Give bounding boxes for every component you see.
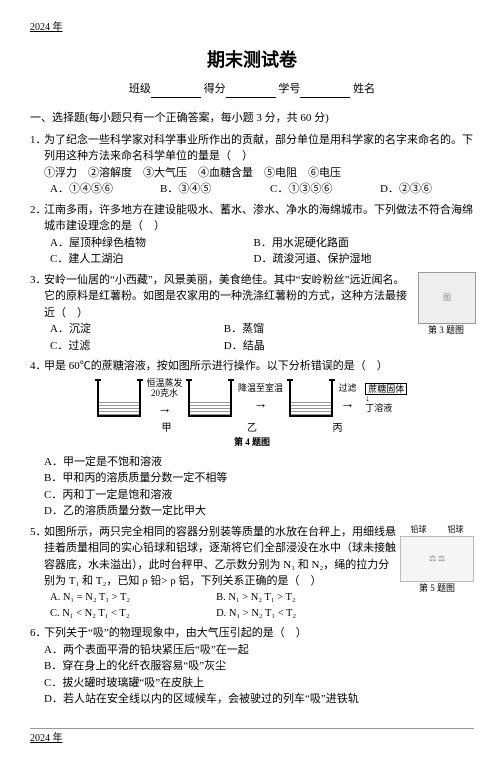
question-6: 6． 下列关于“吸”的物理现象中，由大气压引起的是（ ） A．两个表面平滑的铅块… [30, 625, 474, 708]
q5-image: ⚖ ⚖ [400, 536, 474, 582]
lbl-yi: 乙 [230, 421, 274, 436]
question-3: 图 第 3 题图 3． 安岭一仙居的“小西藏”，风景美丽，美食绝佳。其中“安岭粉… [30, 272, 474, 355]
q1-opt-d[interactable]: D．②③⑥ [380, 181, 460, 198]
q4-opt-c[interactable]: C．丙和丁一定是饱和溶液 [30, 487, 474, 504]
arrow-2: 降温至室温 → [238, 384, 283, 415]
section-1-heading: 一、选择题(每小题只有一个正确答案，每小题 3 分，共 60 分) [30, 110, 474, 128]
q1-options: A．①④⑤⑥ B．③④⑤ C．①③⑤⑥ D．②③⑥ [30, 181, 474, 198]
q4-caption: 第 4 题图 [30, 436, 474, 450]
q6-num: 6． [30, 625, 47, 642]
class-label: 班级 [129, 83, 151, 95]
q4-opt-d[interactable]: D．乙的溶质质量分数一定比甲大 [30, 503, 474, 520]
id-label: 学号 [278, 83, 300, 95]
q5-num: 5． [30, 524, 47, 541]
q1-num: 1． [30, 132, 47, 149]
q4-text: 甲是 60℃的蔗糖溶液，按如图所示进行操作。以下分析错误的是（ ） [30, 358, 474, 375]
q3-caption: 第 3 题图 [418, 324, 474, 338]
q5-lbl-alum: 铝球 [448, 524, 464, 536]
q2-opt-a[interactable]: A．屋顶种绿色植物 [50, 235, 254, 252]
q2-opt-b[interactable]: B．用水泥硬化路面 [254, 235, 458, 252]
q1-items: ①浮力 ②溶解度 ③大气压 ④血糖含量 ⑤电阻 ⑥电压 [30, 165, 474, 182]
beaker-jia [97, 381, 141, 417]
q3-image: 图 [418, 272, 476, 324]
q3-opt-b[interactable]: B．蒸馏 [224, 321, 398, 338]
q6-opt-d[interactable]: D．若人站在安全线以内的区域候车，会被驶过的列车“吸”进铁轨 [30, 691, 474, 708]
arrow-3: 过滤 → [339, 384, 357, 415]
q5-opt-a[interactable]: A. N₁ = N₂ T₁ > T₂ [50, 590, 216, 606]
q5-options: A. N₁ = N₂ T₁ > T₂ B. N₁ > N₂ T₁ > T₂ C.… [30, 590, 396, 622]
q3-opt-a[interactable]: A．沉淀 [50, 321, 224, 338]
q2-opt-d[interactable]: D．疏浚河道、保护湿地 [254, 251, 458, 268]
q3-options: A．沉淀 B．蒸馏 C．过滤 D．结晶 [30, 321, 412, 354]
footer-year: 2024 年 [30, 728, 474, 747]
q1-text: 为了纪念一些科学家对科学事业所作出的贡献，部分单位是用科学家的名字来命名的。下列… [30, 132, 474, 165]
q3-figure: 图 第 3 题图 [418, 272, 474, 338]
q5-opt-d[interactable]: D. N₁ > N₂ T₁ < T₂ [216, 606, 382, 622]
q6-opt-c[interactable]: C．拔火罐时玻璃罐“吸”在皮肤上 [30, 675, 474, 692]
id-blank[interactable] [300, 85, 350, 98]
score-label: 得分 [204, 83, 226, 95]
q2-text: 江南多雨，许多地方在建设能吸水、蓄水、渗水、净水的海绵城市。下列做法不符合海绵城… [30, 202, 474, 235]
year-header: 2024 年 [30, 20, 474, 36]
split-outputs: 蔗糖固体 ↓ 丁溶液 [365, 385, 407, 415]
q5-caption: 第 5 题图 [400, 582, 474, 596]
lbl-bing: 丙 [316, 421, 360, 436]
q5-figure: 铅球 铝球 ⚖ ⚖ 第 5 题图 [400, 524, 474, 596]
q6-text: 下列关于“吸”的物理现象中，由大气压引起的是（ ） [30, 625, 474, 642]
q3-num: 3． [30, 272, 47, 289]
score-blank[interactable] [226, 85, 276, 98]
q4-figure: 恒温蒸发 20克水 → 降温至室温 → 过滤 → 蔗糖固体 ↓ 丁溶液 甲 [30, 379, 474, 450]
question-5: 铅球 铝球 ⚖ ⚖ 第 5 题图 5． 如图所示，两只完全相同的容器分别装等质量… [30, 524, 474, 622]
q5-opt-c[interactable]: C. N₁ < N₂ T₁ < T₂ [50, 606, 216, 622]
question-1: 1． 为了纪念一些科学家对科学事业所作出的贡献，部分单位是用科学家的名字来命名的… [30, 132, 474, 198]
name-label: 姓名 [353, 83, 375, 95]
page-title: 期末测试卷 [30, 46, 474, 75]
q5-opt-b[interactable]: B. N₁ > N₂ T₁ > T₂ [216, 590, 382, 606]
arrow-1: 恒温蒸发 20克水 → [146, 379, 182, 420]
q2-opt-c[interactable]: C．建人工湖泊 [50, 251, 254, 268]
info-line: 班级 得分 学号 姓名 [30, 81, 474, 99]
beaker-bing [289, 381, 333, 417]
question-2: 2． 江南多雨，许多地方在建设能吸水、蓄水、渗水、净水的海绵城市。下列做法不符合… [30, 202, 474, 268]
q2-options: A．屋顶种绿色植物 B．用水泥硬化路面 C．建人工湖泊 D．疏浚河道、保护湿地 [30, 235, 474, 268]
q3-opt-c[interactable]: C．过滤 [50, 338, 224, 355]
q6-opt-b[interactable]: B．穿在身上的化纤衣服容易“吸”灰尘 [30, 658, 474, 675]
q1-opt-c[interactable]: C．①③⑤⑥ [270, 181, 350, 198]
q2-num: 2． [30, 202, 47, 219]
q5-lbl-lead: 铅球 [411, 524, 427, 536]
class-blank[interactable] [151, 85, 201, 98]
q3-opt-d[interactable]: D．结晶 [224, 338, 398, 355]
q4-num: 4． [30, 358, 47, 375]
q1-opt-b[interactable]: B．③④⑤ [160, 181, 240, 198]
beaker-yi [188, 381, 232, 417]
q4-opt-b[interactable]: B．甲和丙的溶质质量分数一定不相等 [30, 470, 474, 487]
q4-opt-a[interactable]: A．甲一定是不饱和溶液 [30, 454, 474, 471]
q6-opt-a[interactable]: A．两个表面平滑的铅块紧压后“吸”在一起 [30, 642, 474, 659]
question-4: 4． 甲是 60℃的蔗糖溶液，按如图所示进行操作。以下分析错误的是（ ） 恒温蒸… [30, 358, 474, 519]
lbl-jia: 甲 [145, 421, 189, 436]
q1-opt-a[interactable]: A．①④⑤⑥ [50, 181, 130, 198]
q3-text: 安岭一仙居的“小西藏”，风景美丽，美食绝佳。其中“安岭粉丝”远近闻名。它的原料是… [30, 272, 474, 322]
